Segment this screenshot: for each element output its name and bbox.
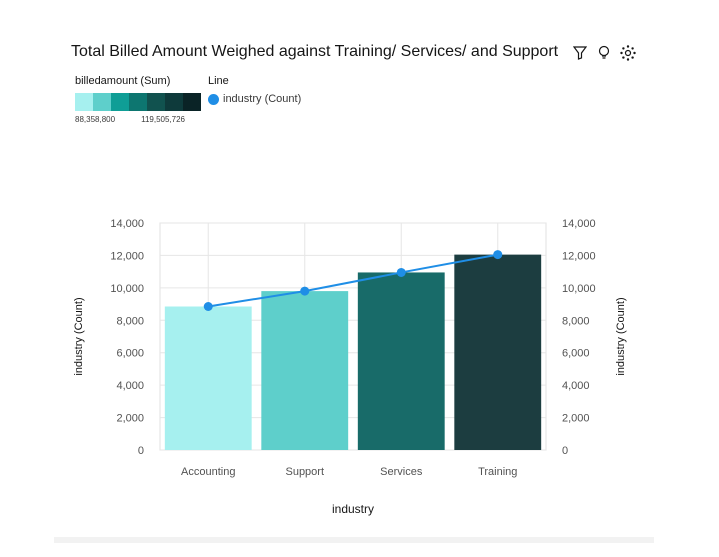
- y-tick-label-right: 0: [562, 445, 568, 457]
- color-swatch-6: [183, 93, 201, 111]
- x-tick-label: Accounting: [181, 466, 235, 478]
- y-tick-label-left: 14,000: [110, 218, 144, 230]
- x-axis-title: industry: [332, 502, 374, 516]
- line-legend-label: industry (Count): [223, 93, 302, 105]
- line-point-support: [300, 286, 310, 296]
- settings-icon[interactable]: [619, 43, 637, 63]
- y-tick-label-left: 12,000: [110, 250, 144, 262]
- y-tick-label-left: 8,000: [116, 315, 144, 327]
- y-tick-label-left: 4,000: [116, 380, 144, 392]
- color-legend: billedamount (Sum) 88,358,800 119,505,72…: [75, 75, 201, 124]
- color-swatch-0: [75, 93, 93, 111]
- color-swatch-1: [93, 93, 111, 111]
- color-swatch-3: [129, 93, 147, 111]
- line-point-services: [396, 267, 406, 277]
- line-legend: Line industry (Count): [208, 75, 301, 105]
- line-legend-entry[interactable]: industry (Count): [208, 93, 301, 105]
- x-tick-label: Training: [478, 466, 517, 478]
- color-scale: [75, 93, 201, 111]
- y-tick-label-left: 2,000: [116, 413, 144, 425]
- lightbulb-icon[interactable]: [595, 43, 613, 63]
- y-tick-label-right: 4,000: [562, 380, 590, 392]
- bar-support: [261, 291, 349, 450]
- line-legend-marker: [208, 93, 219, 105]
- line-point-training: [493, 250, 503, 260]
- y-axis-title-right: industry (Count): [615, 297, 627, 375]
- color-swatch-5: [165, 93, 183, 111]
- color-legend-min: 88,358,800: [75, 115, 116, 124]
- bar-services: [357, 272, 445, 450]
- y-tick-label-right: 2,000: [562, 413, 590, 425]
- y-tick-label-right: 12,000: [562, 250, 596, 262]
- y-tick-label-right: 14,000: [562, 218, 596, 230]
- x-tick-label: Support: [285, 466, 324, 478]
- line-legend-title: Line: [208, 75, 229, 87]
- y-axis-title-left: industry (Count): [73, 297, 85, 375]
- y-tick-label-right: 10,000: [562, 283, 596, 295]
- color-legend-range: 88,358,800 119,505,726: [75, 115, 185, 124]
- x-tick-label: Services: [380, 466, 423, 478]
- y-tick-label-left: 6,000: [116, 348, 144, 360]
- y-tick-label-right: 8,000: [562, 315, 590, 327]
- color-swatch-2: [111, 93, 129, 111]
- y-tick-label-right: 6,000: [562, 348, 590, 360]
- bottom-scrollbar[interactable]: [54, 537, 654, 543]
- y-tick-label-left: 10,000: [110, 283, 144, 295]
- color-swatch-4: [147, 93, 165, 111]
- bar-accounting: [164, 306, 252, 450]
- chart-toolbar: [571, 43, 637, 63]
- line-industry-count: [208, 253, 498, 308]
- bar-training: [454, 254, 542, 450]
- filter-icon[interactable]: [571, 43, 589, 63]
- chart-title: Total Billed Amount Weighed against Trai…: [71, 43, 559, 60]
- y-tick-label-left: 0: [138, 445, 144, 457]
- color-legend-title: billedamount (Sum): [75, 75, 171, 87]
- color-legend-max: 119,505,726: [141, 115, 185, 124]
- line-point-accounting: [203, 302, 213, 312]
